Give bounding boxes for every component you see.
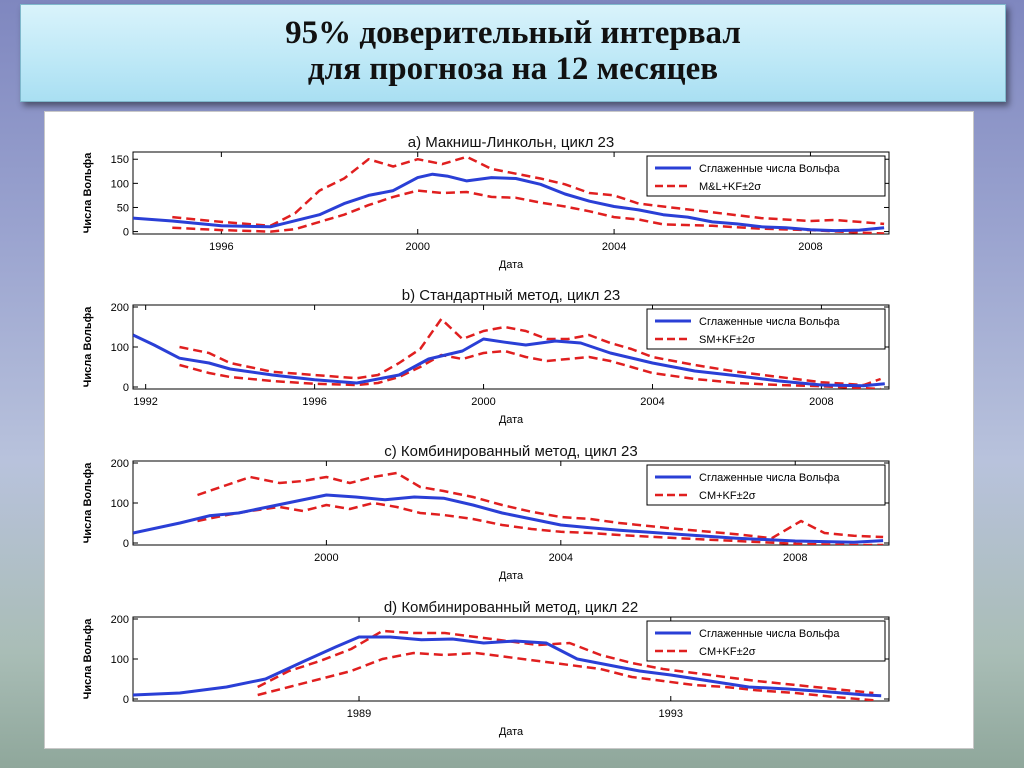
charts-panel: a) Макниш-Линкольн, цикл 23 0 50 100 150 1996… xyxy=(44,111,974,749)
x-axis-label: Дата xyxy=(499,726,524,738)
y-tick-label: 0 xyxy=(123,694,129,706)
y-tick-label: 0 xyxy=(123,227,129,239)
slide-title-line-2: для прогноза на 12 месяцев xyxy=(307,51,719,87)
x-tick-label: 2004 xyxy=(640,396,664,408)
x-tick-label: 1996 xyxy=(302,396,326,408)
series-line-smoothed xyxy=(133,493,884,544)
series-line-band-upper xyxy=(197,471,884,540)
x-tick-label: 2004 xyxy=(602,241,626,253)
charts-svg: a) Макниш-Линкольн, цикл 23 0 50 100 150 1996… xyxy=(82,134,890,738)
legend-entry: Сглаженные числа Вольфа xyxy=(699,472,840,484)
legend-entry: Сглаженные числа Вольфа xyxy=(699,316,840,328)
y-tick-label: 150 xyxy=(111,154,129,166)
x-tick-label: 1989 xyxy=(347,708,371,720)
series-line-band-lower xyxy=(197,501,884,545)
chart-3: c) Комбинированный метод, цикл 23 0 100 200… xyxy=(82,443,890,582)
y-tick-label: 200 xyxy=(111,614,129,626)
y-axis-label: Числа Вольфа xyxy=(82,462,94,544)
x-tick-label: 2000 xyxy=(471,396,495,408)
series-line-smoothed xyxy=(133,333,885,388)
series-line-smoothed xyxy=(133,635,882,698)
x-tick-label: 1993 xyxy=(659,708,683,720)
x-axis-label: Дата xyxy=(499,414,524,426)
x-tick-label: 2008 xyxy=(809,396,833,408)
chart-1: a) Макниш-Линкольн, цикл 23 0 50 100 150 1996… xyxy=(82,134,890,271)
slide-title-line-1: 95% доверительный интервал xyxy=(285,15,741,51)
series-line-band-lower xyxy=(179,349,881,389)
y-axis-label: Числа Вольфа xyxy=(82,618,94,700)
legend-entry: Сглаженные числа Вольфа xyxy=(699,163,840,175)
y-tick-label: 200 xyxy=(111,302,129,314)
legend: Сглаженные числа Вольфа CM+KF±2σ xyxy=(646,464,886,506)
legend-entry: Сглаженные числа Вольфа xyxy=(699,628,840,640)
legend: Сглаженные числа Вольфа SM+KF±2σ xyxy=(646,308,886,350)
legend-box xyxy=(646,464,886,506)
x-tick-label: 2000 xyxy=(314,552,338,564)
y-tick-label: 0 xyxy=(123,538,129,550)
legend-entry: CM+KF±2σ xyxy=(699,490,756,502)
y-tick-label: 100 xyxy=(111,498,129,510)
x-axis-label: Дата xyxy=(499,570,524,582)
chart-4: d) Комбинированный метод, цикл 22 0 100 200… xyxy=(82,599,890,738)
y-tick-label: 200 xyxy=(111,458,129,470)
x-tick-label: 1996 xyxy=(209,241,233,253)
chart-title: c) Комбинированный метод, цикл 23 xyxy=(384,443,638,460)
legend-entry: M&L+KF±2σ xyxy=(699,181,761,193)
x-tick-label: 2008 xyxy=(798,241,822,253)
chart-title: b) Стандартный метод, цикл 23 xyxy=(402,287,621,304)
x-tick-label: 2008 xyxy=(783,552,807,564)
legend-box xyxy=(646,620,886,662)
y-axis-label: Числа Вольфа xyxy=(82,152,94,234)
y-tick-label: 100 xyxy=(111,178,129,190)
y-tick-label: 0 xyxy=(123,382,129,394)
series-line-band-upper xyxy=(179,317,882,387)
x-tick-label: 2004 xyxy=(549,552,573,564)
series-line-band-lower xyxy=(257,651,874,701)
chart-title: d) Комбинированный метод, цикл 22 xyxy=(384,599,638,616)
plot-frame xyxy=(132,151,890,235)
legend: Сглаженные числа Вольфа CM+KF±2σ xyxy=(646,620,886,662)
legend-entry: SM+KF±2σ xyxy=(699,334,755,346)
series-line-band-lower xyxy=(172,189,885,234)
series-line-band-upper xyxy=(172,155,885,228)
legend-entry: CM+KF±2σ xyxy=(699,646,756,658)
legend-box xyxy=(646,155,886,197)
x-tick-label: 2000 xyxy=(405,241,429,253)
y-axis-label: Числа Вольфа xyxy=(82,306,94,388)
x-axis-label: Дата xyxy=(499,259,524,271)
y-tick-label: 100 xyxy=(111,342,129,354)
y-tick-label: 100 xyxy=(111,654,129,666)
series-line-smoothed xyxy=(133,172,885,233)
y-tick-label: 50 xyxy=(117,202,129,214)
x-tick-label: 1992 xyxy=(133,396,157,408)
chart-2: b) Стандартный метод, цикл 23 0 100 200 1992… xyxy=(82,287,890,426)
series-line-band-upper xyxy=(257,629,874,695)
legend: Сглаженные числа Вольфа M&L+KF±2σ xyxy=(646,155,886,197)
chart-title: a) Макниш-Линкольн, цикл 23 xyxy=(408,134,615,151)
legend-box xyxy=(646,308,886,350)
slide-title-box: 95% доверительный интервал для прогноза … xyxy=(20,4,1006,102)
